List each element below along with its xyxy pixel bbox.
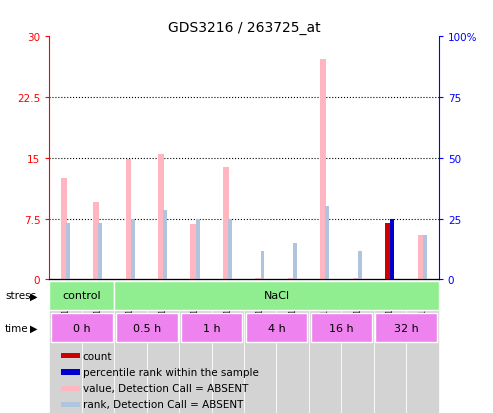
Bar (353, 278, 358, 280)
Bar (311, 313, 372, 343)
Bar (181, 313, 243, 343)
Text: value, Detection Call = ABSENT: value, Detection Call = ABSENT (83, 383, 248, 393)
Bar (261, 251, 264, 280)
Bar (93, 203, 99, 280)
Bar (418, 235, 423, 280)
Bar (223, 168, 229, 280)
Bar (358, 251, 362, 280)
Bar (390, 219, 394, 280)
Bar (341, 280, 374, 413)
Bar (116, 313, 177, 343)
Text: stress: stress (5, 291, 36, 301)
Title: GDS3216 / 263725_at: GDS3216 / 263725_at (168, 21, 320, 35)
Text: ▶: ▶ (30, 291, 37, 301)
Bar (406, 280, 439, 413)
Text: 4 h: 4 h (268, 323, 285, 333)
Bar (126, 160, 132, 280)
Bar (246, 313, 307, 343)
Bar (325, 207, 329, 280)
Text: percentile rank within the sample: percentile rank within the sample (83, 367, 259, 377)
Bar (61, 370, 80, 375)
Bar (293, 243, 297, 280)
Bar (228, 219, 232, 280)
Text: 0 h: 0 h (73, 323, 91, 333)
Bar (131, 219, 135, 280)
Bar (385, 223, 391, 280)
Bar (320, 60, 326, 280)
Bar (423, 235, 427, 280)
Bar (211, 280, 244, 413)
Text: ▶: ▶ (30, 323, 37, 333)
Text: control: control (63, 291, 101, 301)
Bar (196, 219, 200, 280)
Bar (190, 225, 196, 280)
Bar (179, 280, 211, 413)
Bar (158, 154, 164, 280)
Bar (114, 280, 147, 413)
Bar (98, 223, 102, 280)
Bar (374, 280, 406, 413)
Bar (163, 211, 167, 280)
Bar (114, 281, 439, 310)
Text: count: count (83, 351, 112, 361)
Text: rank, Detection Call = ABSENT: rank, Detection Call = ABSENT (83, 399, 243, 409)
Bar (49, 280, 82, 413)
Bar (244, 280, 277, 413)
Bar (277, 280, 309, 413)
Bar (61, 386, 80, 391)
Text: time: time (5, 323, 29, 333)
Text: 1 h: 1 h (203, 323, 220, 333)
Bar (82, 280, 114, 413)
Bar (255, 278, 261, 280)
Bar (66, 223, 70, 280)
Bar (61, 402, 80, 407)
Bar (49, 281, 114, 310)
Text: 16 h: 16 h (329, 323, 353, 333)
Bar (376, 313, 437, 343)
Text: 0.5 h: 0.5 h (133, 323, 161, 333)
Bar (61, 178, 67, 280)
Bar (61, 353, 80, 358)
Bar (385, 278, 391, 280)
Bar (288, 278, 294, 280)
Bar (309, 280, 341, 413)
Text: NaCl: NaCl (263, 291, 289, 301)
Bar (147, 280, 179, 413)
Bar (51, 313, 112, 343)
Text: 32 h: 32 h (394, 323, 419, 333)
